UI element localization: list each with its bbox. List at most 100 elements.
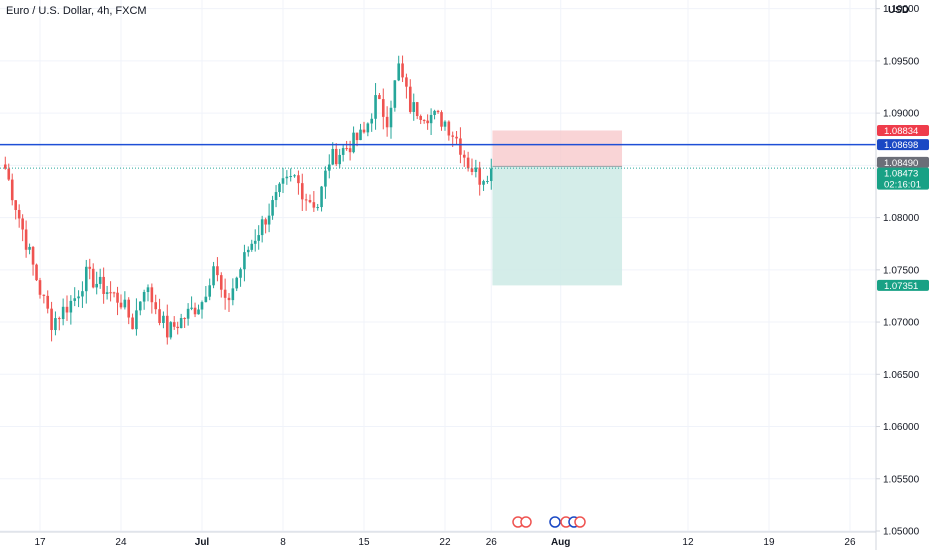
price-tick-label: 1.10000 [883,4,920,15]
economic-event-icon[interactable] [549,516,561,528]
candle-body [334,148,338,165]
economic-event-icon[interactable] [520,516,532,528]
candle-body [352,132,355,153]
candle-body [459,138,462,155]
candle-body [84,266,88,292]
candle-body [239,269,242,278]
candle-body [158,309,161,324]
candle-body [197,309,200,315]
candle-body [212,266,215,286]
candle-body [433,110,436,115]
candle-body [274,192,278,201]
candle-body [474,167,478,172]
candle-body [131,317,134,330]
candle-body [293,175,296,177]
price-badge-label: 1.08698 [884,140,918,151]
candle-body [31,246,35,265]
candle-body [35,264,38,281]
candle-body [102,276,105,294]
time-tick-label: Aug [551,537,570,548]
candle-body [466,157,470,169]
candle-body [204,296,208,303]
candle-body [88,266,92,269]
candle-body [142,292,146,302]
candle-body [408,86,412,112]
candle-body [3,164,7,169]
price-badge-stop [877,124,929,136]
time-tick-label: 17 [34,537,46,548]
time-tick-label: 24 [115,537,127,548]
stop-loss-zone[interactable] [492,130,623,167]
take-profit-zone[interactable] [492,166,623,286]
candle-body [28,246,31,250]
candle-body [119,302,123,308]
price-tick-label: 1.08000 [883,213,920,224]
currency-label[interactable]: USD [888,5,910,16]
candle-body [278,183,281,193]
candle-body [109,292,112,294]
candle-body [235,277,239,289]
candle-body [98,276,102,284]
candle-body [112,292,116,294]
candle-body [154,302,158,310]
price-tick-label: 1.06500 [883,370,920,381]
candle-body [285,176,289,179]
candle-body [219,275,223,290]
candle-body [470,168,474,172]
candle-body [46,295,50,309]
candle-body [95,283,98,288]
candle-body [374,95,377,119]
candle-body [186,308,190,319]
candle-body [7,168,11,180]
economic-event-icon[interactable] [574,516,586,528]
candle-body [401,63,404,78]
time-tick-label: 19 [763,537,775,548]
candle-body [257,235,260,241]
candle-body [73,298,77,301]
candle-body [190,307,193,309]
price-tick-label: 1.07000 [883,318,920,329]
candle-body [447,121,451,136]
candle-body [176,326,179,329]
candle-body [385,116,389,128]
time-tick-label: 12 [682,537,694,548]
price-badge-label: 1.07351 [884,281,918,292]
price-tick-label: 1.05000 [883,526,920,537]
candle-body [422,119,426,121]
candle-body [21,218,24,230]
candle-body [327,164,331,171]
candle-body [243,252,246,270]
candle-body [193,307,197,315]
candle-body [355,132,359,141]
candle-body [57,318,61,320]
candle-body [324,170,327,187]
candle-body [227,297,231,301]
candle-body [264,219,267,225]
price-badge-target [877,279,929,291]
candle-body [172,322,176,327]
candle-body [260,219,264,236]
candle-body [304,199,308,201]
candle-body [253,240,257,244]
candle-body [10,179,14,201]
candle-body [42,294,46,296]
candle-body [127,299,131,318]
candle-body [146,287,150,293]
candle-body [216,266,219,276]
price-badge-horizontal_line [877,139,929,151]
candle-body [389,107,393,128]
candle-body [489,168,493,182]
time-tick-label: Jul [195,537,210,548]
candle-body [231,288,235,301]
price-tick-label: 1.06000 [883,422,920,433]
candle-body [345,148,348,150]
candle-body [123,299,127,308]
candle-body [308,200,312,203]
price-badge-label: 1.08834 [884,126,918,137]
candle-body [162,315,165,324]
candle-body [165,315,169,338]
time-tick-label: 22 [439,537,451,548]
time-tick-label: 26 [844,537,856,548]
price-tick-label: 1.07500 [883,265,920,276]
